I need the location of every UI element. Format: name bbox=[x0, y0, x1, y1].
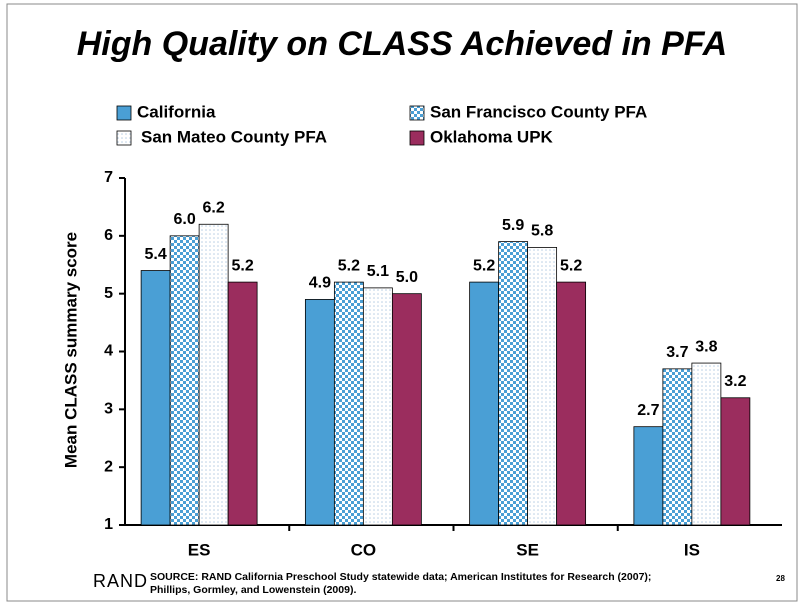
source-line: SOURCE: RAND California Preschool Study … bbox=[150, 571, 651, 583]
y-tick-label: 6 bbox=[104, 227, 113, 244]
legend-swatch bbox=[116, 130, 132, 146]
bar bbox=[662, 368, 693, 526]
y-tick-label: 7 bbox=[104, 169, 113, 186]
value-label: 5.8 bbox=[531, 223, 553, 240]
bar bbox=[527, 246, 558, 526]
y-tick-label: 1 bbox=[104, 516, 113, 533]
value-label: 5.2 bbox=[232, 257, 254, 274]
bar bbox=[169, 235, 200, 526]
legend-label: California bbox=[137, 102, 216, 121]
page-number: 28 bbox=[776, 574, 785, 583]
logo: RAND bbox=[93, 571, 148, 591]
value-label: 5.4 bbox=[145, 246, 167, 263]
y-axis-label: Mean CLASS summary score bbox=[61, 232, 80, 468]
bar bbox=[720, 397, 751, 526]
value-label: 5.2 bbox=[560, 257, 582, 274]
legend-swatch bbox=[409, 105, 425, 121]
bar bbox=[469, 281, 500, 526]
value-label: 4.9 bbox=[309, 275, 331, 292]
bar bbox=[333, 281, 364, 526]
value-label: 5.1 bbox=[367, 263, 389, 280]
legend-swatch bbox=[116, 105, 132, 121]
bar bbox=[362, 287, 393, 526]
value-label: 5.0 bbox=[396, 269, 418, 286]
bar bbox=[498, 241, 529, 526]
bar bbox=[691, 362, 722, 526]
bar bbox=[304, 299, 335, 526]
x-tick-label: SE bbox=[516, 540, 539, 559]
y-tick-label: 2 bbox=[104, 458, 113, 475]
value-label: 2.7 bbox=[637, 402, 659, 419]
x-tick-label: ES bbox=[188, 540, 211, 559]
value-label: 3.8 bbox=[695, 338, 717, 355]
value-label: 3.7 bbox=[666, 344, 688, 361]
value-label: 5.9 bbox=[502, 217, 524, 234]
bar bbox=[140, 270, 171, 526]
y-tick-label: 5 bbox=[104, 285, 113, 302]
value-label: 6.0 bbox=[174, 211, 196, 228]
chart-title: High Quality on CLASS Achieved in PFA bbox=[77, 25, 727, 63]
bar bbox=[227, 281, 258, 526]
legend-label: Oklahoma UPK bbox=[430, 127, 554, 146]
source-line: Phillips, Gormley, and Lowenstein (2009)… bbox=[150, 584, 356, 596]
bar bbox=[556, 281, 587, 526]
y-tick-label: 3 bbox=[104, 401, 113, 418]
bar bbox=[633, 426, 664, 526]
slide-border bbox=[6, 3, 798, 602]
x-tick-label: IS bbox=[684, 540, 700, 559]
value-label: 5.2 bbox=[473, 257, 495, 274]
value-label: 5.2 bbox=[338, 257, 360, 274]
legend-label: San Mateo County PFA bbox=[141, 127, 327, 146]
value-label: 6.2 bbox=[203, 199, 225, 216]
y-tick-label: 4 bbox=[104, 343, 113, 360]
bar bbox=[391, 293, 422, 526]
legend-label: San Francisco County PFA bbox=[430, 102, 647, 121]
legend-swatch bbox=[409, 130, 425, 146]
bar bbox=[198, 223, 229, 526]
value-label: 3.2 bbox=[724, 373, 746, 390]
x-tick-label: CO bbox=[351, 540, 377, 559]
